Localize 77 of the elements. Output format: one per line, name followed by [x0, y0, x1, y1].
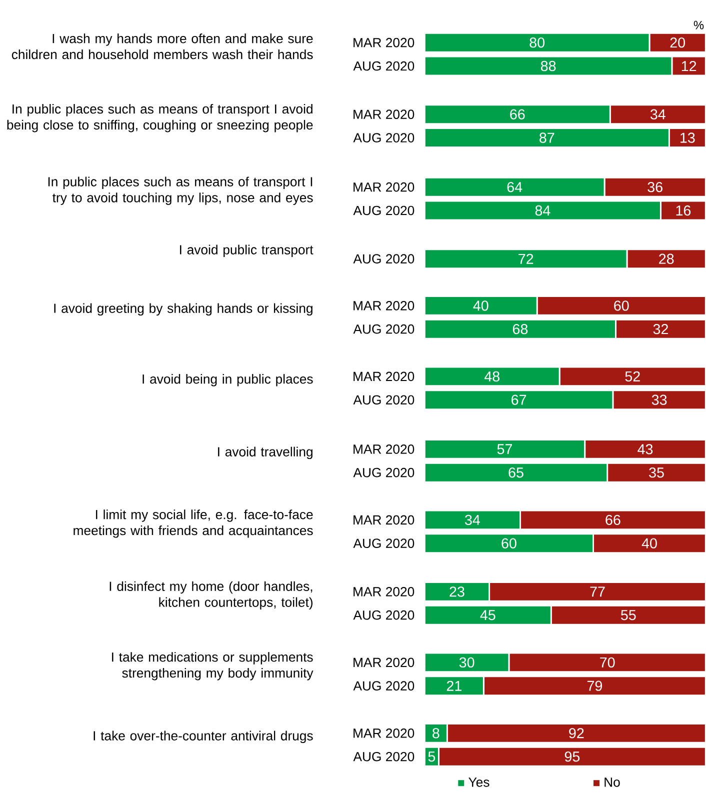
- data-label: 33: [652, 394, 666, 405]
- data-label: 72: [518, 254, 533, 264]
- data-label: 40: [642, 538, 657, 548]
- y-tick-label: AUG 2020: [353, 133, 414, 142]
- text: I avoid travelling: [218, 446, 312, 460]
- y-tick-label: MAR 2020: [353, 728, 414, 738]
- y-tick-label: MAR 2020: [353, 38, 414, 48]
- data-label: 48: [484, 371, 500, 382]
- y-tick-label: MAR 2020: [353, 372, 414, 382]
- data-label: 34: [650, 109, 666, 120]
- y-tick-label: MAR 2020: [353, 658, 414, 668]
- y-tick-label: AUG 2020: [353, 681, 414, 690]
- text: I avoid public transport: [180, 244, 314, 257]
- data-label: 12: [682, 61, 696, 72]
- y-tick-label: AUG 2020: [353, 610, 414, 620]
- data-label: 60: [614, 300, 629, 311]
- y-tick-label: AUG 2020: [353, 61, 414, 71]
- y-tick-label: MAR 2020: [353, 110, 414, 119]
- legend-label: No: [604, 778, 620, 787]
- data-label: 60: [502, 538, 516, 548]
- data-label: 40: [473, 300, 488, 311]
- data-label: 28: [658, 254, 674, 264]
- y-tick-label: AUG 2020: [353, 538, 414, 548]
- text: I avoid greeting by shaking hands or kissing: [54, 303, 312, 316]
- y-tick-label: MAR 2020: [353, 515, 414, 525]
- text: I wash my hands more often and make sure children and household members wash their hands: [12, 34, 313, 60]
- legend-label: Yes: [468, 778, 490, 787]
- data-label: 95: [564, 752, 580, 762]
- data-label: 13: [680, 132, 695, 143]
- data-label: 92: [568, 728, 584, 738]
- data-label: 8: [432, 728, 440, 738]
- data-label: 5: [428, 752, 435, 762]
- data-label: 79: [587, 680, 602, 691]
- data-label: 77: [590, 586, 605, 597]
- data-label: 36: [647, 182, 662, 192]
- data-label: 16: [676, 205, 690, 216]
- text: I take over-the-counter antiviral drugs: [94, 730, 313, 744]
- data-label: 84: [535, 205, 550, 216]
- data-label: 80: [530, 38, 544, 48]
- data-label: 67: [511, 394, 526, 405]
- text: %: [694, 20, 704, 30]
- data-label: 65: [508, 468, 524, 478]
- data-label: 55: [620, 610, 636, 620]
- y-tick-label: MAR 2020: [353, 444, 414, 454]
- text: I avoid being in public places: [142, 374, 313, 386]
- text: In public places such as means of transport I avoid being close to sniffing, coughing or sneezing people: [7, 104, 312, 132]
- data-label: 35: [648, 468, 664, 478]
- y-tick-label: AUG 2020: [353, 395, 414, 405]
- text: In public places such as means of transport I try to avoid touching my lips, nose and eyes: [48, 176, 313, 205]
- data-label: 57: [497, 444, 512, 454]
- y-tick-label: AUG 2020: [353, 468, 414, 478]
- data-label: 45: [480, 610, 496, 620]
- y-tick-label: MAR 2020: [353, 182, 414, 192]
- y-tick-label: MAR 2020: [353, 301, 414, 310]
- data-label: 87: [539, 132, 554, 143]
- y-tick-label: AUG 2020: [353, 324, 414, 334]
- data-label: 52: [625, 371, 640, 382]
- data-label: 32: [653, 324, 668, 334]
- data-label: 43: [637, 444, 652, 454]
- y-tick-label: MAR 2020: [353, 587, 414, 596]
- data-label: 34: [464, 514, 480, 526]
- y-tick-label: AUG 2020: [353, 254, 414, 264]
- text: I disinfect my home (door handles, kitchen countertops, toilet): [110, 581, 312, 610]
- data-label: 66: [605, 514, 620, 526]
- data-label: 20: [670, 38, 685, 48]
- data-label: 70: [600, 657, 615, 668]
- text: I limit my social life, e.g. face-to-face meetings with friends and acquaintances: [73, 510, 313, 538]
- text: I take medications or supplements strengthening my body immunity: [112, 652, 314, 680]
- data-label: 66: [510, 109, 525, 120]
- data-label: 64: [507, 182, 522, 192]
- data-label: 23: [450, 586, 464, 597]
- y-tick-label: AUG 2020: [353, 206, 414, 216]
- data-label: 88: [540, 60, 556, 72]
- data-label: 30: [459, 657, 474, 668]
- data-label: 21: [446, 680, 462, 691]
- y-tick-label: AUG 2020: [353, 752, 414, 762]
- data-label: 68: [512, 324, 528, 334]
